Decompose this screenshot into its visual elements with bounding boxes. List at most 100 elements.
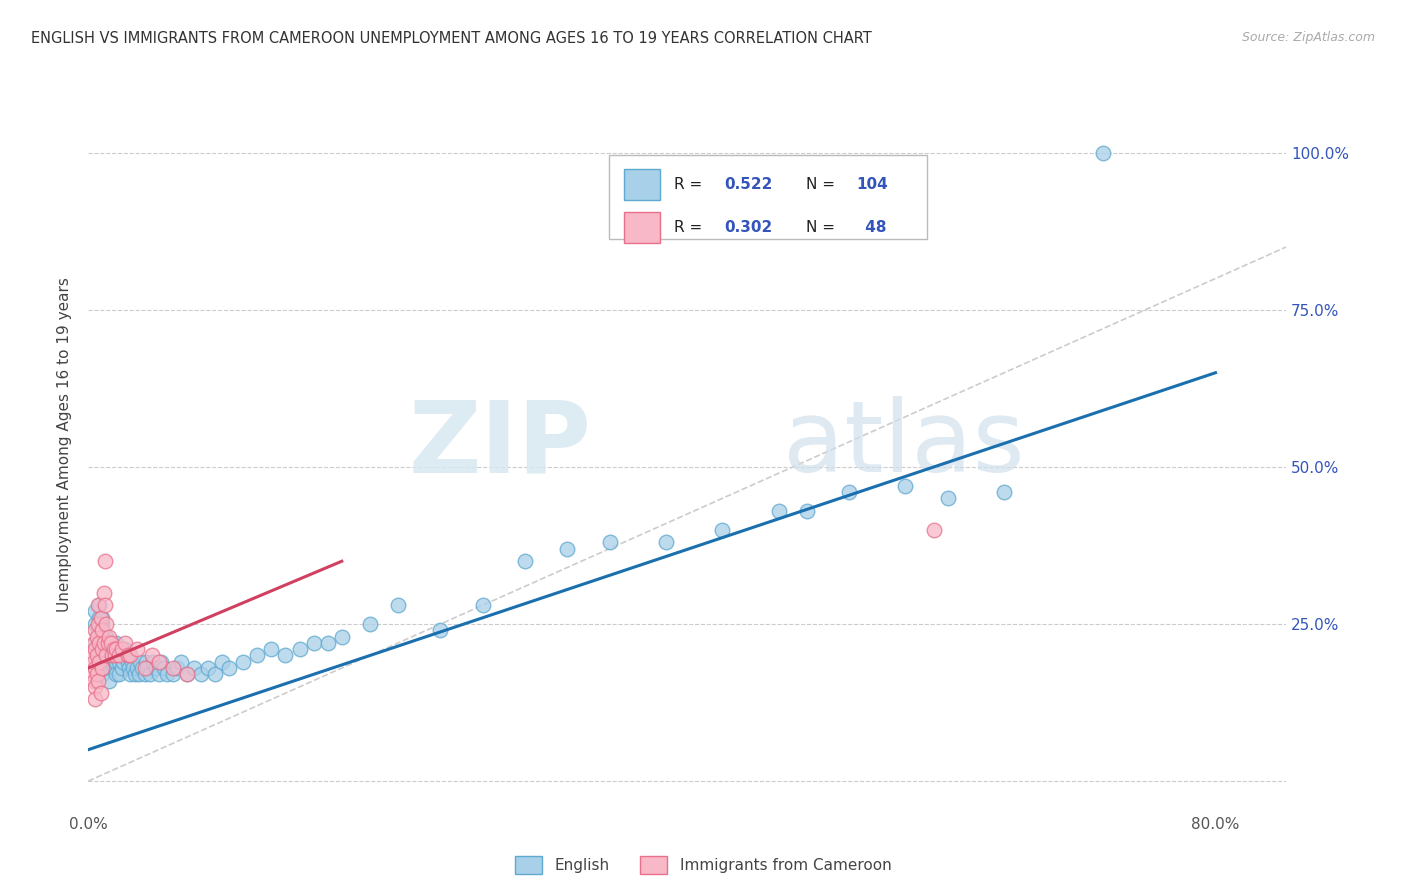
- Point: [114, 636, 136, 650]
- Point: [183, 661, 205, 675]
- Point: [89, 598, 111, 612]
- Point: [84, 642, 107, 657]
- Point: [91, 624, 114, 638]
- Point: [246, 648, 269, 663]
- Point: [89, 655, 111, 669]
- Point: [96, 648, 118, 663]
- Point: [101, 636, 124, 650]
- Point: [894, 479, 917, 493]
- Point: [96, 617, 118, 632]
- Point: [359, 617, 381, 632]
- Point: [148, 667, 170, 681]
- Text: ENGLISH VS IMMIGRANTS FROM CAMEROON UNEMPLOYMENT AMONG AGES 16 TO 19 YEARS CORRE: ENGLISH VS IMMIGRANTS FROM CAMEROON UNEM…: [31, 31, 872, 46]
- Point: [105, 655, 128, 669]
- Point: [108, 655, 131, 669]
- Point: [150, 655, 173, 669]
- Point: [103, 648, 125, 663]
- Text: R =: R =: [673, 178, 707, 193]
- Point: [104, 642, 127, 657]
- Point: [115, 648, 138, 663]
- Point: [103, 661, 125, 675]
- Bar: [624, 212, 659, 243]
- Point: [599, 535, 621, 549]
- Point: [105, 636, 128, 650]
- Point: [922, 523, 945, 537]
- Text: 48: 48: [859, 220, 886, 235]
- Point: [91, 661, 114, 675]
- Point: [170, 655, 193, 669]
- Point: [127, 642, 149, 657]
- Point: [89, 630, 111, 644]
- Point: [89, 636, 111, 650]
- Point: [387, 598, 409, 612]
- Point: [91, 642, 114, 657]
- Point: [134, 667, 156, 681]
- Point: [141, 648, 163, 663]
- Text: Source: ZipAtlas.com: Source: ZipAtlas.com: [1241, 31, 1375, 45]
- Point: [142, 655, 165, 669]
- Point: [83, 655, 105, 669]
- Point: [100, 655, 122, 669]
- Point: [127, 661, 149, 675]
- Point: [90, 655, 112, 669]
- Point: [176, 667, 198, 681]
- Point: [162, 667, 184, 681]
- Point: [112, 655, 135, 669]
- Point: [98, 636, 121, 650]
- Point: [260, 642, 283, 657]
- Point: [83, 636, 105, 650]
- Point: [84, 617, 107, 632]
- Text: R =: R =: [673, 220, 707, 235]
- Point: [98, 673, 121, 688]
- Point: [98, 630, 121, 644]
- Point: [84, 624, 107, 638]
- Point: [97, 642, 120, 657]
- Point: [211, 655, 233, 669]
- Point: [288, 642, 311, 657]
- Point: [471, 598, 494, 612]
- Point: [218, 661, 240, 675]
- Point: [936, 491, 959, 506]
- Point: [91, 630, 114, 644]
- Point: [93, 585, 115, 599]
- Point: [117, 648, 139, 663]
- Point: [232, 655, 254, 669]
- Point: [91, 642, 114, 657]
- Text: ZIP: ZIP: [408, 396, 592, 493]
- Point: [122, 661, 145, 675]
- Text: 104: 104: [856, 178, 887, 193]
- Text: atlas: atlas: [783, 396, 1025, 493]
- Point: [104, 648, 127, 663]
- Point: [100, 636, 122, 650]
- Point: [91, 636, 114, 650]
- Point: [118, 661, 141, 675]
- Point: [114, 642, 136, 657]
- Point: [86, 667, 108, 681]
- Point: [120, 648, 142, 663]
- Point: [97, 636, 120, 650]
- Point: [105, 667, 128, 681]
- Point: [86, 648, 108, 663]
- Point: [153, 661, 176, 675]
- Point: [135, 655, 157, 669]
- Point: [111, 661, 134, 675]
- Point: [108, 667, 131, 681]
- Point: [91, 648, 114, 663]
- Point: [129, 655, 152, 669]
- Point: [105, 642, 128, 657]
- Text: 0.522: 0.522: [724, 178, 772, 193]
- Y-axis label: Unemployment Among Ages 16 to 19 years: Unemployment Among Ages 16 to 19 years: [58, 277, 72, 613]
- Point: [302, 636, 325, 650]
- Point: [148, 655, 170, 669]
- Point: [108, 642, 131, 657]
- Point: [90, 642, 112, 657]
- Point: [555, 541, 578, 556]
- Point: [84, 636, 107, 650]
- Point: [90, 686, 112, 700]
- Point: [82, 648, 104, 663]
- Point: [87, 598, 110, 612]
- Point: [156, 667, 179, 681]
- Point: [131, 661, 153, 675]
- Point: [90, 611, 112, 625]
- Point: [136, 661, 159, 675]
